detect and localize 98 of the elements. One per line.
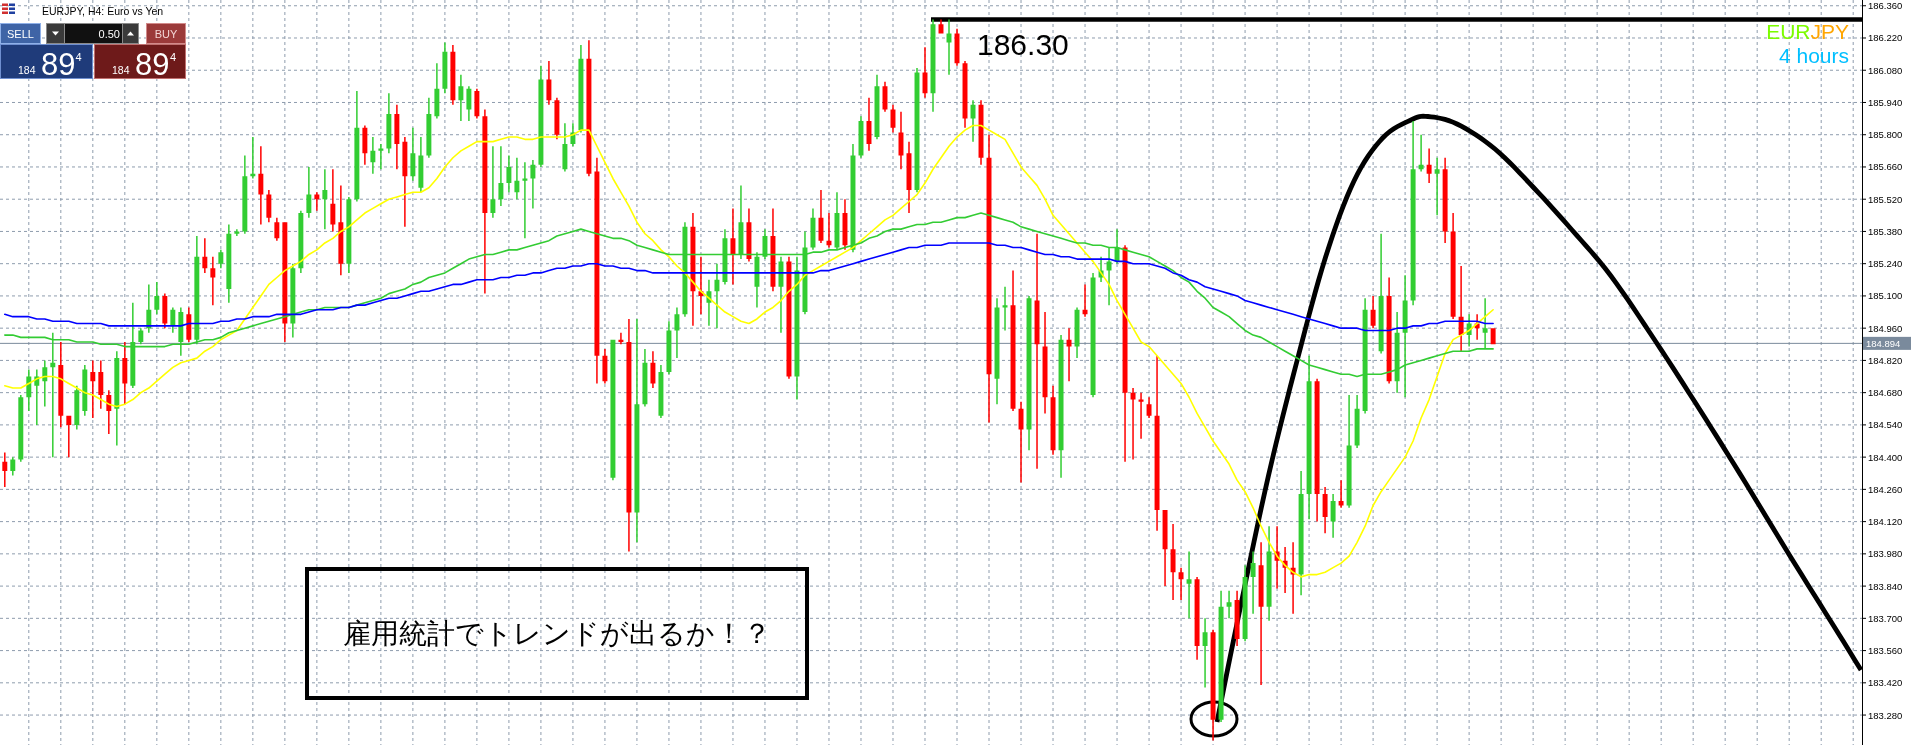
y-tick-label: 184.680 (1868, 387, 1903, 399)
ref-line-label: 186.30 (977, 27, 1069, 61)
y-tick-label: 184.400 (1868, 451, 1903, 463)
candlestick (530, 160, 536, 209)
candlestick (1178, 567, 1184, 600)
y-tick-label: 183.840 (1868, 580, 1903, 592)
candlestick (1034, 233, 1040, 469)
candlestick (90, 360, 96, 418)
candlestick (674, 307, 680, 359)
text: EUR (1766, 20, 1811, 43)
candlestick (506, 155, 512, 193)
candlestick (1066, 328, 1072, 382)
chart-title: EURJPY, H4: Euro vs Yen (42, 4, 164, 17)
candlestick (210, 256, 216, 306)
candlestick (514, 157, 520, 200)
candlestick (378, 143, 384, 170)
line-series (4, 242, 1494, 332)
candlestick (490, 146, 496, 218)
candlestick (250, 137, 256, 179)
y-tick-label: 184.120 (1868, 516, 1903, 528)
y-tick-label: 185.660 (1868, 161, 1903, 173)
candlestick (498, 146, 504, 207)
candlestick (1186, 551, 1192, 619)
candlestick (458, 74, 464, 121)
y-tick-label: 183.420 (1868, 677, 1903, 689)
candlestick (1202, 618, 1208, 688)
line-series (4, 124, 1494, 578)
y-tick-label: 184.260 (1868, 483, 1903, 495)
candlestick (1290, 542, 1296, 614)
annotation: 89 (135, 46, 170, 82)
text: 4 hours (1778, 44, 1849, 67)
ref-line-label: 184.894 (1866, 337, 1901, 349)
candlestick (730, 208, 736, 285)
candlestick (546, 61, 552, 105)
candlestick (370, 137, 376, 174)
candlestick (1002, 286, 1008, 331)
text: JPY (1810, 20, 1849, 43)
candlestick (314, 192, 320, 211)
y-tick-label: 185.380 (1868, 225, 1903, 237)
candlestick (1338, 480, 1344, 508)
candlestick (306, 166, 312, 218)
annotation: 184 (18, 63, 36, 76)
y-tick-label: 186.360 (1868, 0, 1903, 12)
annotation: 4 (75, 50, 82, 63)
candlestick (34, 369, 40, 425)
y-tick-label: 185.240 (1868, 258, 1903, 270)
y-tick-label: 185.100 (1868, 290, 1903, 302)
candlestick (1138, 392, 1144, 439)
candlestick (2, 452, 8, 488)
annotation: SELL (7, 27, 34, 40)
y-tick-label: 184.820 (1868, 354, 1903, 366)
candlestick (1330, 493, 1336, 538)
candlestick (714, 263, 720, 329)
candlestick (1106, 247, 1112, 306)
annotation: 雇用統計でトレンドが出るか！？ (343, 616, 771, 650)
candlestick (1258, 542, 1264, 686)
y-tick-label: 186.080 (1868, 64, 1903, 76)
y-tick-label: 183.980 (1868, 548, 1903, 560)
annotation: 89 (41, 46, 76, 82)
y-tick-label: 184.960 (1868, 322, 1903, 334)
y-tick-label: 185.520 (1868, 193, 1903, 205)
candlestick (330, 169, 336, 232)
candlestick (1434, 157, 1440, 216)
candlestick (826, 213, 832, 248)
candlestick (1082, 284, 1088, 317)
y-tick-label: 185.940 (1868, 96, 1903, 108)
y-tick-label: 183.560 (1868, 645, 1903, 657)
annotation: 184 (112, 63, 130, 76)
candlestick (1418, 134, 1424, 172)
y-tick-label: 186.220 (1868, 32, 1903, 44)
candlestick (1170, 523, 1176, 600)
candlestick (1250, 551, 1256, 614)
candlestick (154, 282, 160, 315)
candlestick (946, 19, 952, 75)
candlestick (66, 415, 72, 458)
annotation: 4 (170, 50, 177, 63)
candlestick (1226, 590, 1232, 619)
candlestick (1018, 401, 1024, 483)
annotation: 0.50 (98, 27, 120, 40)
y-tick-label: 183.280 (1868, 709, 1903, 721)
candlestick (618, 332, 624, 345)
candlestick (522, 162, 528, 239)
candlestick (778, 256, 784, 333)
candlestick (1482, 298, 1488, 349)
candlestick (1130, 388, 1136, 460)
candlestick (42, 360, 48, 407)
candlestick (258, 146, 264, 225)
candlestick (402, 137, 408, 227)
y-tick-label: 183.700 (1868, 612, 1903, 624)
candlestick (202, 238, 208, 273)
candlestick (322, 169, 328, 230)
y-tick-label: 184.540 (1868, 419, 1903, 431)
candlestick (410, 127, 416, 181)
candlestick (234, 229, 240, 237)
y-tick-label: 185.800 (1868, 129, 1903, 141)
annotation: BUY (154, 27, 178, 40)
candlestick (1426, 148, 1432, 184)
candlestick (698, 256, 704, 315)
